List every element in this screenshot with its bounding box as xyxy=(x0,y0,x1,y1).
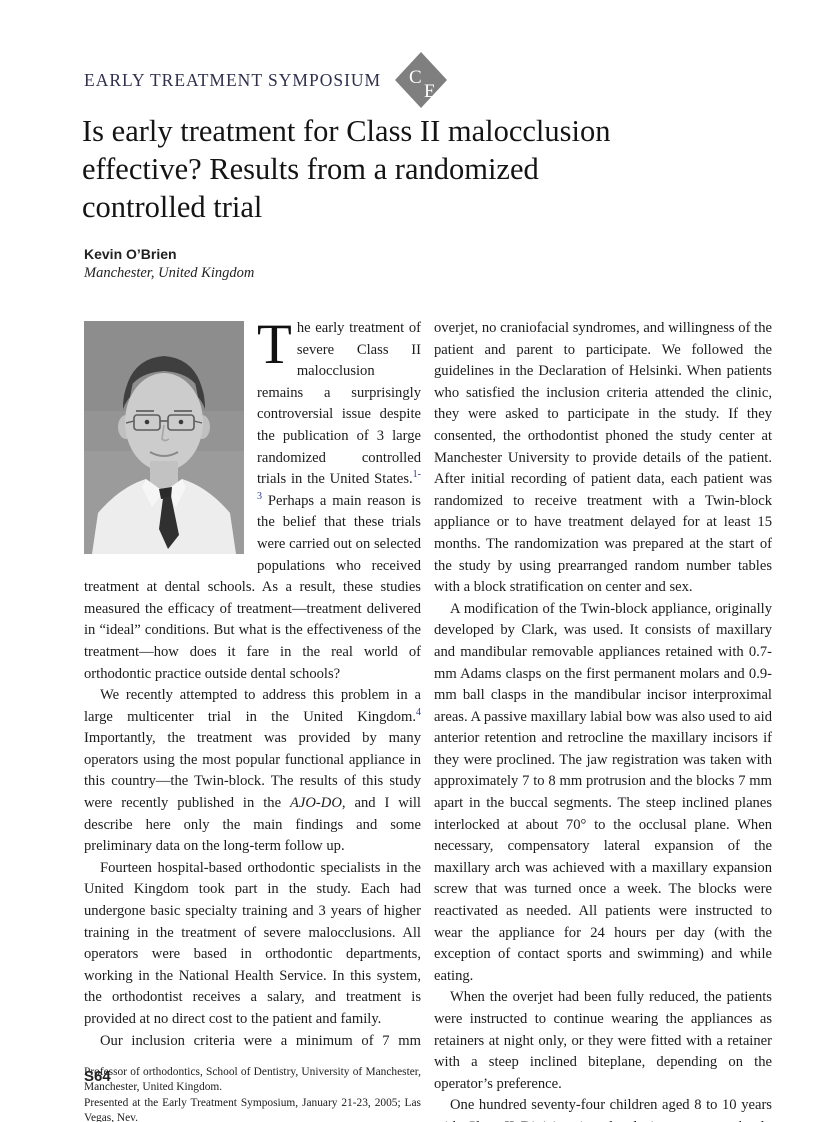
paragraph-inclusion-continued: overjet, no craniofacial syndromes, and … xyxy=(434,320,772,596)
paragraph-multicenter-trial: We recently attempted to address this pr… xyxy=(84,685,421,858)
reference-link-1-3[interactable]: 1-3 xyxy=(257,469,421,502)
intro-text-1: he early treatment of severe Class II ma… xyxy=(257,320,421,488)
article-title-line-2: effective? Results from a randomized xyxy=(82,152,539,186)
intro-text-2: Perhaps a main reason is the belief that… xyxy=(84,492,421,682)
page-number: S64 xyxy=(84,1068,111,1085)
left-column: T he early treatment of severe Class II … xyxy=(84,313,421,1122)
paragraph-twin-block-design: A modification of the Twin-block applian… xyxy=(434,600,772,984)
reference-link-4[interactable]: 4 xyxy=(416,706,421,718)
footnotes-block: Professor of orthodontics, School of Den… xyxy=(84,1065,421,1122)
article-title-line-3: controlled trial xyxy=(82,190,263,224)
ce-letter-e: E xyxy=(424,81,436,102)
ce-credit-diamond-icon: C E xyxy=(395,52,448,108)
author-block: Kevin O’Brien Manchester, United Kingdom xyxy=(84,246,254,282)
footnote-affiliation: Professor of orthodontics, School of Den… xyxy=(84,1066,421,1094)
article-title-line-1: Is early treatment for Class II malocclu… xyxy=(82,114,611,148)
trial-text-1: We recently attempted to address this pr… xyxy=(84,687,421,725)
paragraph-retention: When the overjet had been fully reduced,… xyxy=(434,989,772,1092)
author-photo xyxy=(84,321,244,554)
paragraph-allocation: One hundred seventy-four children aged 8… xyxy=(434,1097,772,1122)
right-column: overjet, no craniofacial syndromes, and … xyxy=(434,318,772,1122)
paragraph-inclusion-criteria: Our inclusion criteria were a minimum of… xyxy=(100,1032,421,1049)
paragraph-specialists: Fourteen hospital-based orthodontic spec… xyxy=(84,859,421,1027)
ce-letter-c: C xyxy=(409,67,422,88)
footnote-presented: Presented at the Early Treatment Symposi… xyxy=(84,1096,421,1122)
drop-cap: T xyxy=(257,313,292,376)
journal-name-italic: AJO-DO xyxy=(290,795,342,812)
article-title: Is early treatment for Class II malocclu… xyxy=(82,112,611,226)
author-affiliation: Manchester, United Kingdom xyxy=(84,265,255,281)
trial-text-2: Importantly, the treatment was provided … xyxy=(84,730,421,812)
author-name: Kevin O’Brien xyxy=(84,246,177,262)
paragraph-intro: T he early treatment of severe Class II … xyxy=(84,313,421,685)
page-header: EARLY TREATMENT SYMPOSIUM C E xyxy=(84,50,449,110)
symposium-title: EARLY TREATMENT SYMPOSIUM xyxy=(84,69,382,90)
trial-text-3: , and I will describe here only the main… xyxy=(84,795,421,855)
